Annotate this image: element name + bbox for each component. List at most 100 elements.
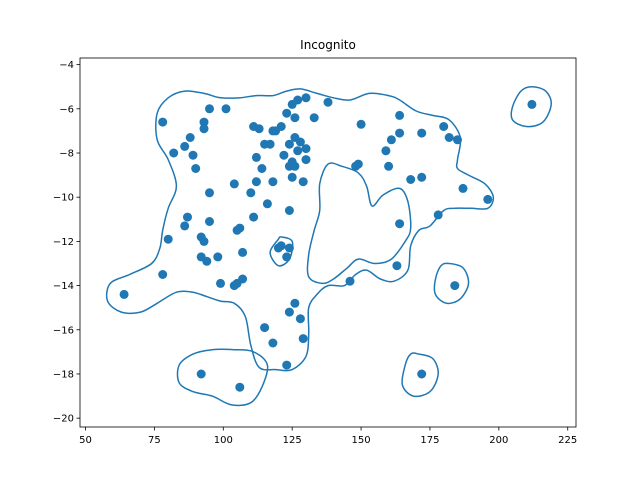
plot-area: 50 75 100 125 150 175 200 225 −20 −18 −16 −14 −12 −10…	[53, 57, 577, 446]
scatter-point-8	[395, 110, 405, 120]
y-tick-label: −4	[59, 60, 74, 71]
scatter-point-29	[284, 139, 294, 149]
scatter-point-33	[301, 144, 311, 154]
scatter-point-62	[433, 210, 443, 220]
scatter-point-55	[229, 179, 239, 189]
y-tick-label: −12	[53, 237, 74, 248]
scatter-point-35	[381, 146, 391, 156]
scatter-point-25	[444, 133, 454, 142]
scatter-point-79	[213, 252, 223, 262]
scatter-point-31	[260, 139, 270, 149]
contour-line-5	[401, 352, 439, 398]
x-tick-label: 75	[148, 435, 161, 446]
scatter-point-10	[290, 113, 300, 123]
scatter-point-58	[246, 188, 256, 198]
scatter-point-20	[268, 126, 278, 136]
contour-line-6	[176, 348, 269, 407]
scatter-point-26	[453, 135, 462, 145]
scatter-point-34	[293, 146, 303, 156]
scatter-point-44	[384, 161, 394, 171]
x-tick-label: 150	[352, 435, 371, 446]
scatter-point-81	[392, 261, 402, 271]
x-tick-label: 125	[283, 435, 302, 446]
scatter-point-48	[191, 164, 201, 173]
scatter-point-47	[257, 164, 267, 173]
scatter-point-61	[284, 206, 294, 215]
scatter-point-84	[345, 276, 355, 286]
scatter-point-99	[235, 382, 245, 392]
scatter-point-6	[221, 104, 231, 114]
scatter-point-5	[205, 104, 214, 114]
scatter-point-39	[251, 152, 261, 162]
scatter-point-37	[279, 150, 289, 160]
scatter-point-76	[238, 247, 248, 257]
scatter-point-60	[262, 199, 272, 209]
y-tick-label: −18	[53, 369, 74, 380]
y-tick-label: −20	[53, 414, 74, 425]
scatter-point-36	[169, 148, 179, 158]
scatter-point-27	[386, 135, 396, 145]
scatter-point-38	[188, 150, 198, 160]
scatter-point-67	[180, 221, 190, 231]
scatter-point-52	[251, 177, 261, 187]
y-tick-label: −10	[53, 193, 74, 204]
scatter-point-98	[417, 369, 427, 379]
scatter-point-78	[282, 252, 292, 262]
scatter-point-51	[406, 175, 416, 184]
scatter-point-91	[284, 307, 294, 317]
scatter-point-85	[216, 278, 225, 288]
scatter-point-3	[323, 97, 333, 107]
scatter-point-54	[298, 177, 308, 187]
scatter-point-82	[158, 270, 168, 279]
scatter-point-50	[417, 172, 427, 182]
scatter-point-72	[199, 236, 209, 246]
scatter-point-96	[282, 360, 292, 370]
scatter-point-87	[229, 281, 239, 291]
scatter-point-11	[158, 117, 168, 127]
scatter-point-74	[273, 243, 283, 253]
scatter-point-93	[260, 323, 270, 333]
scatter-point-21	[395, 128, 405, 138]
scatter-point-40	[301, 155, 311, 165]
scatter-point-89	[119, 289, 129, 299]
scatter-point-13	[356, 119, 366, 129]
scatter-point-75	[284, 243, 294, 253]
chart-title: Incognito	[300, 38, 356, 52]
x-tick-label: 50	[79, 435, 92, 446]
scatter-point-46	[284, 161, 294, 171]
y-tick-label: −8	[59, 149, 74, 160]
scatter-point-92	[295, 314, 305, 324]
y-tick-label: −16	[53, 325, 74, 336]
scatter-point-66	[395, 219, 405, 229]
scatter-point-69	[232, 225, 242, 235]
scatter-point-95	[268, 338, 278, 348]
scatter-point-64	[249, 212, 259, 222]
scatter-point-80	[202, 256, 212, 266]
scatter-point-56	[458, 183, 468, 193]
scatter-point-9	[309, 113, 319, 123]
y-tick-label: −6	[59, 104, 74, 115]
x-tick-label: 100	[214, 435, 233, 446]
scatter-point-32	[180, 141, 190, 151]
scatter-point-63	[183, 212, 192, 222]
x-tick-label: 225	[558, 435, 577, 446]
scatter-point-14	[439, 122, 449, 131]
x-tick-label: 200	[489, 435, 508, 446]
contour-line-0	[105, 88, 495, 372]
scatter-point-1	[301, 93, 311, 103]
contour-line-2	[306, 162, 412, 285]
scatter-point-94	[298, 334, 308, 344]
scatter-point-12	[199, 117, 209, 127]
y-tick-label: −14	[53, 281, 74, 292]
scatter-point-53	[268, 177, 278, 187]
scatter-point-28	[295, 137, 305, 147]
scatter-point-7	[282, 108, 292, 118]
scatter-point-0	[527, 99, 537, 109]
scatter-point-59	[483, 194, 493, 204]
scatter-point-49	[287, 172, 297, 182]
scatter-point-24	[185, 133, 195, 142]
scatter-point-88	[450, 281, 460, 291]
scatter-point-65	[205, 217, 214, 226]
